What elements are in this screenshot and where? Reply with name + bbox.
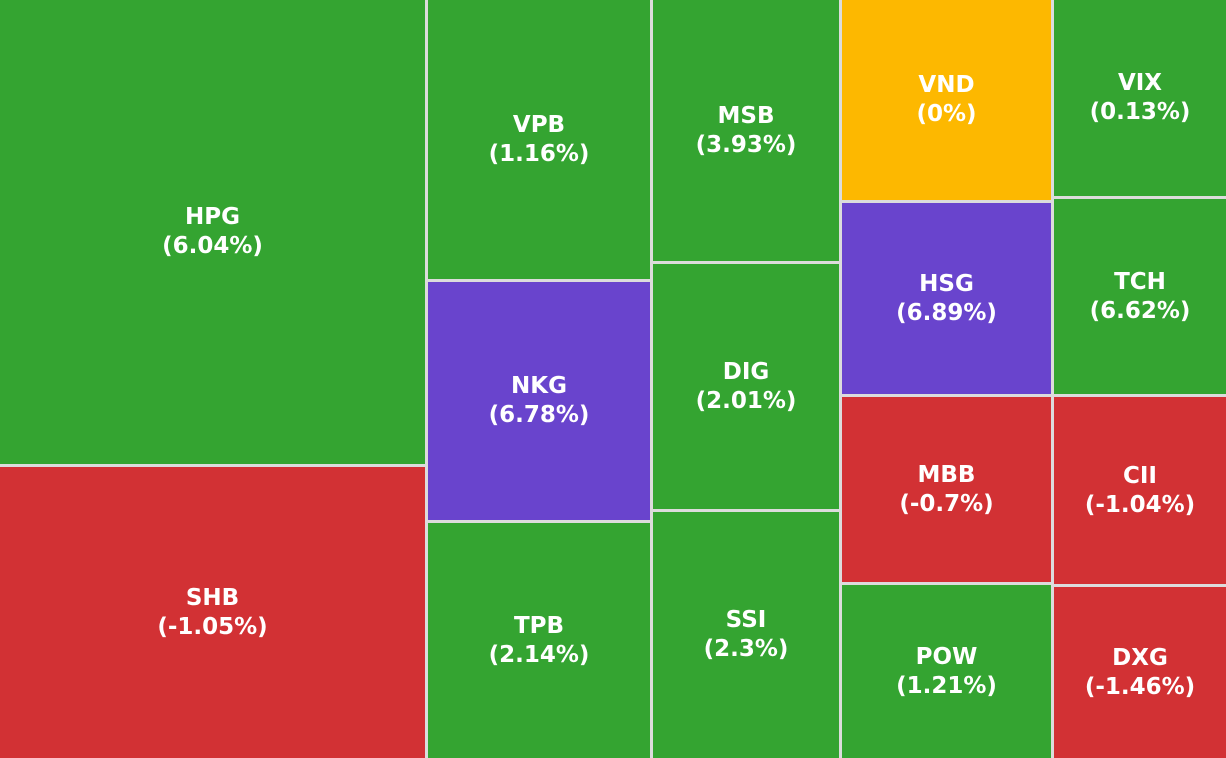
stock-symbol: HSG [919, 270, 974, 297]
stock-tile[interactable]: NKG (6.78%) [428, 282, 650, 520]
stock-symbol: SSI [725, 607, 767, 633]
stock-tile[interactable]: VIX (0.13%) [1054, 0, 1226, 196]
stock-change: (6.62%) [1089, 297, 1191, 324]
stock-tile[interactable]: HSG (6.89%) [842, 203, 1051, 394]
stock-tile[interactable]: POW (1.21%) [842, 585, 1051, 758]
stock-tile[interactable]: SSI (2.3%) [653, 512, 839, 758]
stock-change: (6.78%) [488, 402, 590, 428]
stock-tile[interactable]: TCH (6.62%) [1054, 199, 1226, 394]
stock-tile[interactable]: DXG (-1.46%) [1054, 587, 1226, 758]
stock-symbol: MSB [717, 102, 775, 129]
stock-tile[interactable]: CII (-1.04%) [1054, 397, 1226, 584]
stock-change: (-0.7%) [899, 490, 994, 517]
stock-symbol: VIX [1117, 70, 1163, 96]
stock-change: (3.93%) [695, 131, 797, 158]
stock-change: (2.14%) [488, 641, 590, 668]
stock-tile[interactable]: HPG (6.04%) [0, 0, 425, 464]
stock-tile[interactable]: VPB (1.16%) [428, 0, 650, 279]
stock-symbol: HPG [185, 204, 240, 230]
stock-symbol: POW [915, 643, 978, 670]
stock-tile[interactable]: VND (0%) [842, 0, 1051, 200]
stock-tile[interactable]: MBB (-0.7%) [842, 397, 1051, 582]
stock-symbol: SHB [185, 584, 240, 611]
stock-symbol: TPB [513, 612, 565, 639]
stock-change: (2.01%) [695, 387, 797, 414]
stock-symbol: DXG [1112, 644, 1168, 671]
stock-symbol: MBB [917, 461, 976, 488]
stock-change: (1.16%) [488, 140, 590, 167]
stock-change: (-1.46%) [1084, 673, 1196, 700]
stock-symbol: VND [918, 72, 975, 98]
stock-change: (6.89%) [896, 299, 997, 326]
stock-symbol: DIG [722, 358, 770, 385]
stock-symbol: NKG [511, 373, 567, 399]
stock-tile[interactable]: DIG (2.01%) [653, 264, 839, 509]
stock-change: (1.21%) [896, 672, 997, 699]
stock-tile[interactable]: MSB (3.93%) [653, 0, 839, 261]
stock-change: (-1.05%) [157, 613, 268, 640]
stock-symbol: TCH [1114, 268, 1166, 295]
stock-change: (2.3%) [703, 636, 789, 662]
stock-symbol: CII [1123, 462, 1157, 489]
stock-change: (0%) [916, 101, 977, 127]
stock-symbol: VPB [512, 111, 566, 138]
stock-tile[interactable]: SHB (-1.05%) [0, 467, 425, 758]
stock-tile[interactable]: TPB (2.14%) [428, 523, 650, 758]
stock-change: (6.04%) [162, 233, 263, 259]
stock-change: (0.13%) [1089, 99, 1191, 125]
stock-change: (-1.04%) [1084, 491, 1196, 518]
